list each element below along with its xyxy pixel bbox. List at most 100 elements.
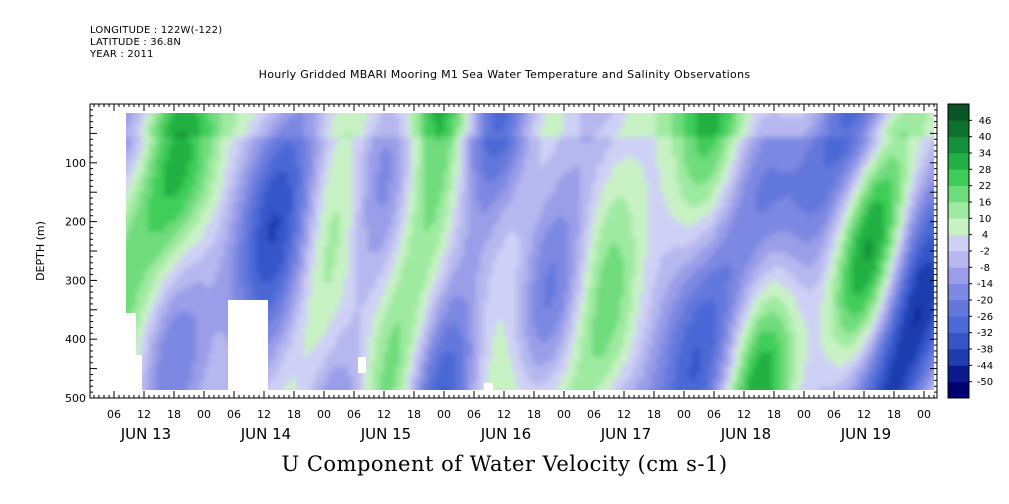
field-cell	[132, 147, 137, 153]
field-cell	[240, 272, 245, 278]
field-cell	[304, 387, 309, 390]
field-cell	[420, 382, 425, 388]
field-cell	[324, 182, 329, 188]
field-cell	[300, 177, 305, 183]
field-cell	[316, 237, 321, 243]
field-cell	[456, 197, 461, 203]
field-cell	[332, 117, 337, 123]
field-cell	[200, 307, 205, 313]
field-cell	[384, 312, 389, 318]
field-cell	[324, 207, 329, 213]
field-cell	[292, 322, 297, 328]
field-cell	[280, 177, 285, 183]
field-cell	[340, 287, 345, 293]
field-cell	[144, 317, 149, 323]
field-cell	[160, 107, 165, 113]
field-cell	[192, 302, 197, 308]
field-cell	[244, 107, 249, 113]
field-cell	[316, 267, 321, 273]
field-cell	[316, 322, 321, 328]
field-cell	[332, 252, 337, 258]
field-cell	[456, 237, 461, 243]
field-cell	[440, 182, 445, 188]
field-cell	[328, 192, 333, 198]
field-cell	[424, 247, 429, 253]
field-cell	[200, 137, 205, 143]
field-cell	[364, 347, 369, 353]
field-cell	[196, 342, 201, 348]
field-cell	[372, 207, 377, 213]
field-cell	[444, 252, 449, 258]
field-cell	[120, 182, 125, 188]
field-cell	[204, 277, 209, 283]
field-cell	[396, 252, 401, 258]
field-cell	[356, 147, 361, 153]
field-cell	[172, 242, 177, 248]
field-cell	[428, 167, 433, 173]
field-cell	[152, 387, 157, 390]
field-cell	[152, 347, 157, 353]
field-cell	[140, 202, 145, 208]
field-cell	[184, 277, 189, 283]
field-cell	[220, 212, 225, 218]
field-cell	[364, 327, 369, 333]
field-cell	[336, 372, 341, 378]
field-cell	[120, 347, 125, 353]
field-cell	[388, 147, 393, 153]
field-cell	[412, 157, 417, 163]
field-cell	[428, 357, 433, 363]
field-cell	[148, 192, 153, 198]
field-cell	[284, 342, 289, 348]
field-cell	[340, 292, 345, 298]
field-cell	[300, 252, 305, 258]
field-cell	[128, 237, 133, 243]
field-cell	[144, 237, 149, 243]
field-cell	[460, 272, 465, 278]
field-cell	[432, 382, 437, 388]
field-cell	[380, 207, 385, 213]
field-cell	[192, 297, 197, 303]
field-cell	[412, 237, 417, 243]
field-cell	[272, 142, 277, 148]
field-cell	[248, 207, 253, 213]
field-cell	[216, 247, 221, 253]
field-cell	[368, 187, 373, 193]
field-cell	[292, 187, 297, 193]
field-cell	[420, 307, 425, 313]
field-cell	[280, 142, 285, 148]
field-cell	[420, 227, 425, 233]
field-cell	[312, 352, 317, 358]
field-cell	[184, 172, 189, 178]
field-cell	[276, 137, 281, 143]
field-cell	[372, 113, 377, 118]
field-cell	[224, 312, 229, 318]
field-cell	[416, 347, 421, 353]
field-cell	[200, 357, 205, 363]
field-cell	[420, 247, 425, 253]
field-cell	[168, 267, 173, 273]
field-cell	[292, 267, 297, 273]
field-cell	[328, 382, 333, 388]
field-cell	[300, 362, 305, 368]
field-cell	[376, 202, 381, 208]
field-cell	[396, 347, 401, 353]
field-cell	[392, 172, 397, 178]
field-cell	[220, 382, 225, 388]
field-cell	[188, 127, 193, 133]
field-cell	[412, 352, 417, 358]
field-cell	[404, 232, 409, 238]
field-cell	[344, 222, 349, 228]
field-cell	[220, 117, 225, 123]
field-cell	[160, 267, 165, 273]
field-cell	[392, 337, 397, 343]
field-cell	[200, 237, 205, 243]
field-cell	[160, 257, 165, 263]
field-cell	[126, 187, 129, 193]
field-cell	[200, 257, 205, 263]
field-cell	[132, 217, 137, 223]
field-cell	[292, 172, 297, 178]
field-cell	[164, 322, 169, 328]
field-cell	[340, 387, 345, 390]
field-cell	[212, 257, 217, 263]
field-cell	[320, 292, 325, 298]
